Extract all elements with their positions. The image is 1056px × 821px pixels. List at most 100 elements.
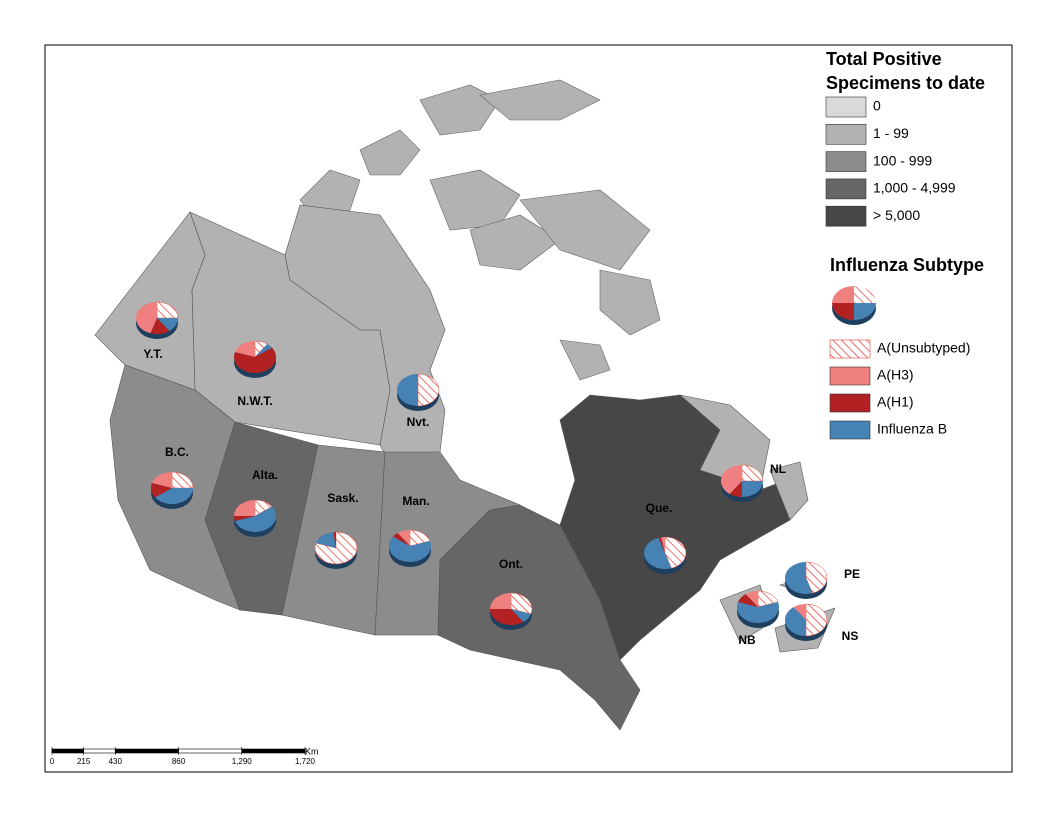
legend-swatch xyxy=(825,205,867,227)
pie xyxy=(314,531,358,569)
pie xyxy=(643,536,687,574)
pie xyxy=(389,529,431,567)
region-label: B.C. xyxy=(165,445,189,459)
pie xyxy=(737,590,780,628)
pie-slice xyxy=(661,537,665,553)
pie-slice xyxy=(255,344,272,357)
pie xyxy=(234,340,276,378)
pie-slice xyxy=(490,593,511,609)
region-label: Nvt. xyxy=(407,415,430,429)
scale-label: 1,720 xyxy=(295,757,316,766)
province xyxy=(437,504,641,731)
pie-slice xyxy=(234,347,276,373)
scale-segment xyxy=(241,748,306,754)
pie-slice xyxy=(234,516,255,521)
legend-swatch xyxy=(825,124,867,145)
pie-slice xyxy=(150,318,170,335)
pie-slice xyxy=(721,465,742,494)
region-label: N.W.T. xyxy=(237,394,272,408)
pie-slice xyxy=(658,537,665,553)
pie-slice xyxy=(643,537,672,570)
pie-slice xyxy=(389,536,431,562)
pie-slice xyxy=(156,301,179,319)
legend-swatch xyxy=(825,96,867,118)
pie-slice xyxy=(510,592,533,615)
pie xyxy=(135,301,179,339)
pie-slice xyxy=(737,602,780,624)
pie-slice xyxy=(805,603,828,637)
pie-slice xyxy=(152,472,172,488)
pie-slice xyxy=(171,471,194,489)
pie-slice xyxy=(316,532,336,548)
subtype-swatch xyxy=(829,366,871,386)
pie xyxy=(151,471,194,509)
scale-label: 860 xyxy=(172,757,186,766)
pie-slice xyxy=(314,531,358,565)
region-label: Que. xyxy=(646,501,673,515)
pie-slice xyxy=(757,590,779,608)
pie-slice xyxy=(397,530,410,546)
pie-slice xyxy=(157,318,178,331)
legend-title: Total Positive xyxy=(826,49,942,69)
pie-slice xyxy=(805,561,828,594)
pie xyxy=(785,603,828,641)
legend-label: 0 xyxy=(873,98,881,114)
pie-slice xyxy=(738,594,758,607)
pie-slice xyxy=(397,374,418,406)
legend-title: Specimens to date xyxy=(826,73,985,93)
pie xyxy=(397,373,440,411)
pie-slice xyxy=(135,302,157,334)
pie-slice xyxy=(393,533,410,546)
subtype-label: A(H1) xyxy=(877,394,914,410)
legend-swatch xyxy=(825,151,867,172)
legend-label: 100 - 999 xyxy=(873,152,932,168)
pie-slice xyxy=(742,481,763,497)
pie xyxy=(721,464,764,502)
subtype-legend-title: Influenza Subtype xyxy=(830,255,984,275)
scale-segment xyxy=(51,748,84,754)
provinces xyxy=(94,204,836,731)
legend-swatch xyxy=(825,178,867,200)
pie xyxy=(490,592,533,630)
scale-segment xyxy=(114,748,179,754)
pie-slice xyxy=(235,341,255,357)
subtype-label: Influenza B xyxy=(877,421,947,437)
scale-label: 430 xyxy=(109,757,123,766)
pie-slice xyxy=(785,607,806,636)
pie-slice xyxy=(234,500,255,516)
legend-pie-sample xyxy=(832,286,876,325)
legend-label: 1,000 - 4,999 xyxy=(873,180,956,196)
scale-segment xyxy=(83,748,116,754)
pie xyxy=(785,561,828,599)
pie-slice xyxy=(785,562,813,594)
subtype-label: A(Unsubtyped) xyxy=(877,340,970,356)
pie-slice xyxy=(151,483,172,498)
pie-slice xyxy=(793,604,806,620)
subtype-swatch xyxy=(829,393,871,413)
region-label: NB xyxy=(738,633,756,647)
pie-slice xyxy=(729,481,742,497)
region-label: Alta. xyxy=(252,468,278,482)
subtype-label: A(H3) xyxy=(877,367,914,383)
pie-slice xyxy=(409,529,431,547)
pie-slice xyxy=(745,591,758,607)
legend-label: > 5,000 xyxy=(873,207,920,223)
region-label: NL xyxy=(770,462,786,476)
region-label: Sask. xyxy=(327,491,358,505)
region-label: Y.T. xyxy=(143,347,162,361)
legend-label: 1 - 99 xyxy=(873,125,909,141)
pie-slice xyxy=(664,536,687,569)
pie-slice xyxy=(155,488,193,505)
legend-title: Total Positive Specimens to date xyxy=(826,49,985,93)
pie-slice xyxy=(235,506,276,532)
subtype-swatch xyxy=(829,420,871,440)
region-label: PE xyxy=(844,567,860,581)
pie-slice xyxy=(333,532,336,548)
pie-slice xyxy=(417,373,440,407)
pie-slice xyxy=(254,340,268,358)
pie xyxy=(234,499,276,537)
scale-label: 0 xyxy=(50,757,55,766)
region-label: NS xyxy=(842,629,859,643)
region-label: Ont. xyxy=(499,557,523,571)
scale-label: 215 xyxy=(77,757,91,766)
